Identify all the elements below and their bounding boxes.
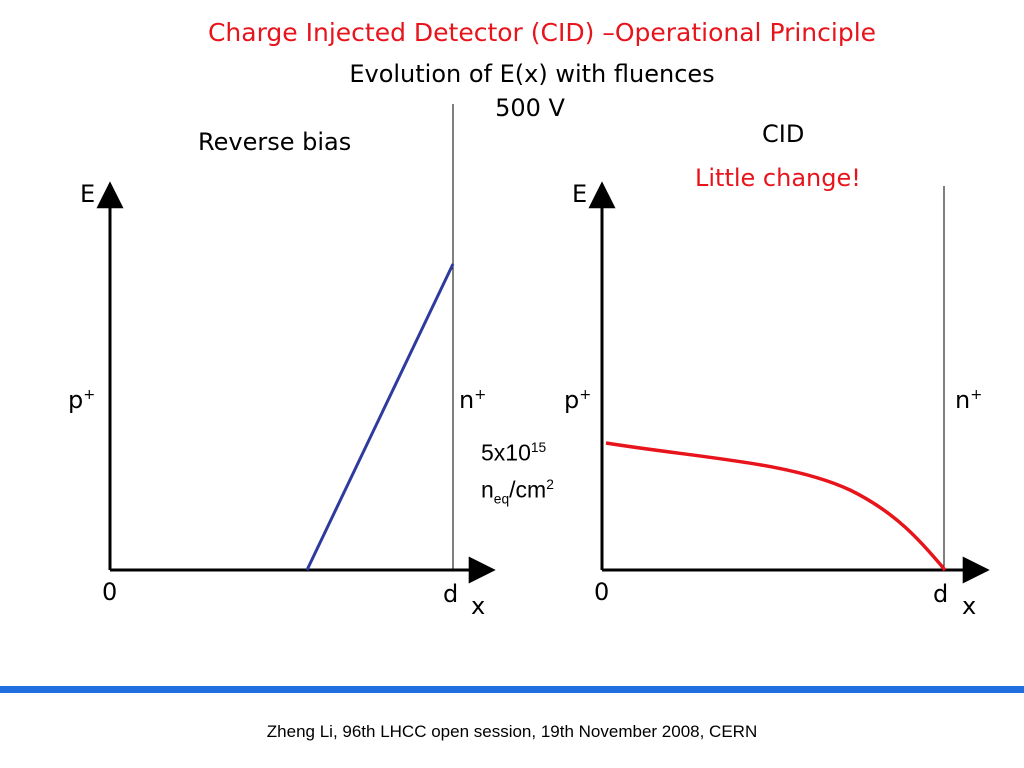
left-n-plus-label: n+ [459,386,487,414]
bias-voltage: 500 V [495,94,565,122]
left-d-label: d [443,580,459,608]
right-y-axis-label: E [572,180,588,208]
slide-title: Charge Injected Detector (CID) –Operatio… [207,18,877,47]
right-x-axis-label: x [962,592,977,620]
footer-credit: Zheng Li, 96th LHCC open session, 19th N… [266,722,758,741]
right-plot-note: Little change! [695,164,861,192]
slide-subtitle: Evolution of E(x) with fluences [349,60,715,88]
left-origin-label: 0 [102,578,118,606]
left-y-axis-label: E [80,180,96,208]
fluence-unit: neq/cm2 [481,476,554,507]
right-d-label: d [933,580,949,608]
fluence-value: 5x1015 [481,439,547,466]
right-n-plus-label: n+ [955,386,983,414]
left-field-line [305,263,455,571]
footer-divider [0,686,1024,693]
left-plot-caption: Reverse bias [198,128,352,156]
right-plot-caption: CID [762,120,805,148]
left-p-plus-label: p+ [68,386,96,414]
right-origin-label: 0 [594,578,610,606]
left-x-axis-label: x [471,592,486,620]
right-field-curve [605,441,947,572]
right-p-plus-label: p+ [564,386,592,414]
